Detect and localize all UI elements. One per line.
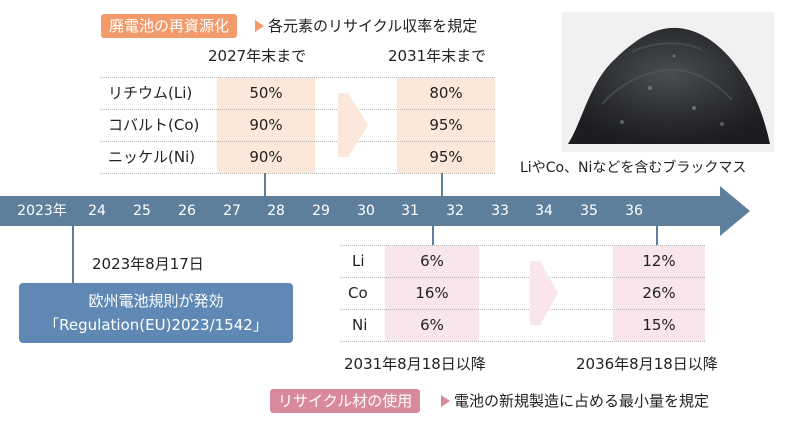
- arrow-right-icon: [441, 395, 450, 407]
- event-title: 欧州電池規則が発効: [88, 292, 224, 310]
- top-col-bg-2031: [397, 77, 495, 173]
- row-label-co: Co: [348, 284, 368, 302]
- row-label-nickel: ニッケル(Ni): [108, 148, 196, 166]
- arrow-right-icon: [255, 20, 264, 32]
- table-cell: 16%: [415, 284, 449, 302]
- divider: [100, 141, 495, 142]
- connector-line: [432, 226, 434, 245]
- recycled-content-tag: リサイクル材の使用: [270, 389, 421, 413]
- year-tick: 26: [178, 203, 196, 219]
- recycled-content-note: 電池の新規製造に占める最小量を規定: [454, 392, 710, 410]
- connector-line: [264, 173, 266, 196]
- black-mass-photo: [562, 12, 774, 152]
- year-tick: 34: [535, 203, 553, 219]
- recycling-section-tag: 廃電池の再資源化: [101, 14, 238, 38]
- table-cell: 26%: [642, 284, 676, 302]
- bottom-col-footer-2036: 2036年8月18日以降: [576, 355, 718, 373]
- table-cell: 90%: [249, 116, 283, 134]
- chevron-right-icon: [338, 93, 368, 157]
- top-col-header-2031: 2031年末まで: [388, 47, 487, 65]
- year-tick: 27: [223, 203, 241, 219]
- chevron-right-icon: [530, 261, 558, 325]
- year-tick: 30: [357, 203, 375, 219]
- year-tick: 33: [491, 203, 509, 219]
- top-col-bg-2027: [217, 77, 315, 173]
- table-cell: 95%: [429, 116, 463, 134]
- divider: [100, 77, 495, 78]
- year-tick: 24: [88, 203, 106, 219]
- table-cell: 15%: [642, 316, 676, 334]
- table-cell: 50%: [249, 84, 283, 102]
- divider: [340, 309, 705, 310]
- row-label-lithium: リチウム(Li): [108, 84, 193, 102]
- year-tick: 35: [580, 203, 598, 219]
- row-label-li: Li: [352, 252, 365, 270]
- timeline-arrowhead: [720, 186, 750, 236]
- year-tick: 2023年: [17, 203, 67, 219]
- year-tick: 25: [133, 203, 151, 219]
- connector-line: [441, 173, 443, 196]
- bottom-col-bg-2036: [613, 245, 705, 341]
- timeline-bar: [0, 196, 720, 226]
- event-regulation: 「Regulation(EU)2023/1542」: [44, 316, 268, 334]
- table-cell: 12%: [642, 252, 676, 270]
- year-tick: 28: [267, 203, 285, 219]
- recycling-note: 各元素のリサイクル収率を規定: [268, 17, 478, 35]
- photo-caption: LiやCo、Niなどを含むブラックマス: [520, 160, 747, 176]
- table-cell: 6%: [420, 316, 444, 334]
- divider: [340, 277, 705, 278]
- divider: [100, 173, 495, 174]
- divider: [100, 109, 495, 110]
- row-label-ni: Ni: [352, 316, 368, 334]
- table-cell: 95%: [429, 148, 463, 166]
- year-tick: 32: [446, 203, 464, 219]
- divider: [340, 245, 705, 246]
- table-cell: 6%: [420, 252, 444, 270]
- year-tick: 29: [312, 203, 330, 219]
- divider: [340, 341, 705, 342]
- event-box: 欧州電池規則が発効 「Regulation(EU)2023/1542」: [19, 283, 293, 343]
- connector-line: [656, 226, 658, 245]
- top-col-header-2027: 2027年末まで: [208, 47, 307, 65]
- connector-line: [72, 226, 74, 283]
- event-date: 2023年8月17日: [92, 255, 204, 273]
- table-cell: 90%: [249, 148, 283, 166]
- row-label-cobalt: コバルト(Co): [108, 116, 200, 134]
- year-tick: 31: [401, 203, 419, 219]
- year-tick: 36: [625, 203, 643, 219]
- table-cell: 80%: [429, 84, 463, 102]
- bottom-col-footer-2031: 2031年8月18日以降: [344, 355, 486, 373]
- bottom-col-bg-2031: [385, 245, 479, 341]
